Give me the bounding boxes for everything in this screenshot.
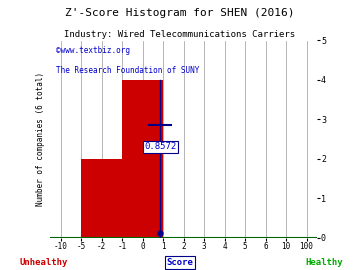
Text: Industry: Wired Telecommunications Carriers: Industry: Wired Telecommunications Carri… [64, 30, 296, 39]
Text: The Research Foundation of SUNY: The Research Foundation of SUNY [56, 66, 199, 75]
Text: Unhealthy: Unhealthy [19, 258, 67, 267]
Bar [122, 80, 163, 238]
Text: Healthy: Healthy [305, 258, 343, 267]
Text: Z'-Score Histogram for SHEN (2016): Z'-Score Histogram for SHEN (2016) [65, 8, 295, 18]
Text: Score: Score [167, 258, 193, 267]
Text: 0.8572: 0.8572 [144, 143, 176, 151]
Bar [81, 159, 122, 238]
Text: ©www.textbiz.org: ©www.textbiz.org [56, 46, 130, 55]
Y-axis label: Number of companies (6 total): Number of companies (6 total) [36, 72, 45, 206]
